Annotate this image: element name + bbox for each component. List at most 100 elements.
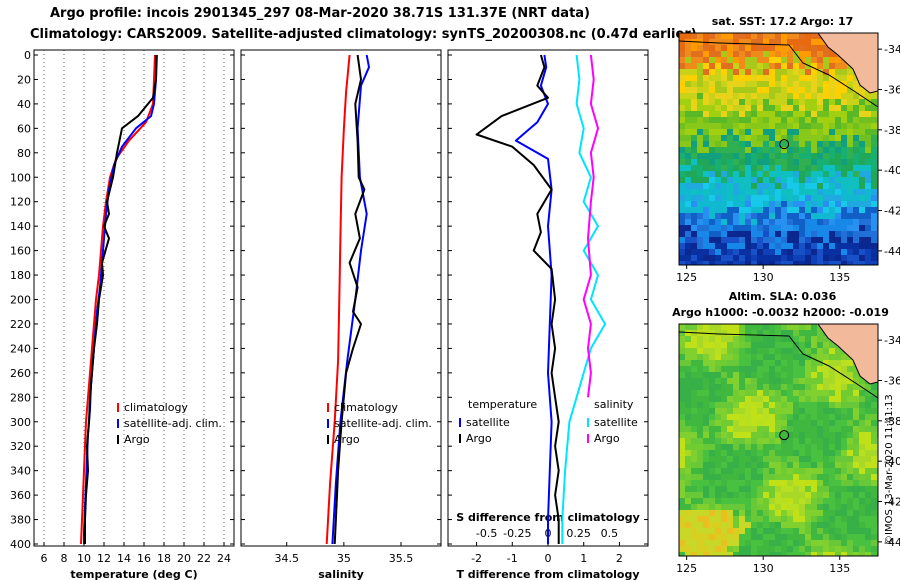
map-cell [769, 153, 775, 159]
map-cell [811, 384, 817, 390]
map-cell [847, 432, 853, 438]
map-cell [835, 219, 841, 225]
map-cell [685, 408, 691, 414]
map-cell [709, 540, 715, 546]
map-cell [727, 402, 733, 408]
map-cell [805, 510, 811, 516]
map-cell [787, 498, 793, 504]
map-cell [769, 255, 775, 261]
map-cell [697, 366, 703, 372]
map-cell [691, 408, 697, 414]
map-cell [799, 171, 805, 177]
map-cell [691, 540, 697, 546]
map-cell [805, 111, 811, 117]
map-cell [853, 183, 859, 189]
map-cell [703, 546, 709, 552]
map-cell [691, 123, 697, 129]
map-cell [781, 165, 787, 171]
map-cell [781, 468, 787, 474]
map-cell [787, 396, 793, 402]
map-cell [799, 255, 805, 261]
map-cell [727, 123, 733, 129]
x-tick-label: -1 [507, 552, 518, 565]
map-cell [769, 165, 775, 171]
map-cell [835, 135, 841, 141]
map-cell [757, 420, 763, 426]
map-cell [817, 498, 823, 504]
map-cell [841, 135, 847, 141]
map-cell [823, 372, 829, 378]
map-cell [805, 486, 811, 492]
map-cell [823, 414, 829, 420]
map-cell [853, 207, 859, 213]
map-cell [859, 552, 865, 556]
map-cell [733, 165, 739, 171]
map-cell [853, 195, 859, 201]
map-cell [871, 177, 877, 183]
map-cell [721, 438, 727, 444]
map-cell [751, 153, 757, 159]
map-cell [805, 123, 811, 129]
map-cell [751, 426, 757, 432]
map-cell [793, 540, 799, 546]
map-cell [757, 516, 763, 522]
map-cell [739, 201, 745, 207]
map-cell [733, 141, 739, 147]
map-cell [781, 177, 787, 183]
map-cell [781, 231, 787, 237]
map-cell [751, 75, 757, 81]
map-cell [805, 165, 811, 171]
map-cell [721, 261, 727, 265]
map-cell [787, 420, 793, 426]
map-cell [751, 510, 757, 516]
map-cell [811, 408, 817, 414]
map-cell [745, 432, 751, 438]
map-cell [757, 153, 763, 159]
map-cell [733, 432, 739, 438]
map-cell [799, 69, 805, 75]
map-cell [721, 552, 727, 556]
map-cell [775, 540, 781, 546]
map-cell [691, 474, 697, 480]
map-cell [817, 552, 823, 556]
map-cell [721, 123, 727, 129]
map-cell [853, 504, 859, 510]
map-cell [691, 354, 697, 360]
map-cell [787, 348, 793, 354]
map-cell [787, 87, 793, 93]
y-tick-label: 180 [10, 269, 31, 282]
series-line-t-argo [475, 54, 560, 544]
map-cell [691, 189, 697, 195]
map-cell [847, 516, 853, 522]
map-cell [835, 159, 841, 165]
map-cell [727, 129, 733, 135]
map-cell [817, 408, 823, 414]
map-cell [763, 255, 769, 261]
map-cell [841, 468, 847, 474]
map-cell [751, 87, 757, 93]
map-cell [763, 105, 769, 111]
map-cell [793, 522, 799, 528]
map-cell [823, 237, 829, 243]
map-cell [691, 111, 697, 117]
map-cell [823, 492, 829, 498]
map-cell [787, 522, 793, 528]
map-cell [709, 123, 715, 129]
map-cell [679, 261, 685, 265]
map-cell [859, 426, 865, 432]
map-cell [871, 390, 877, 396]
map-cell [745, 243, 751, 249]
map-cell [745, 57, 751, 63]
map-cell [799, 195, 805, 201]
map-cell [769, 93, 775, 99]
map-cell [793, 75, 799, 81]
map-cell [721, 390, 727, 396]
map-cell [733, 486, 739, 492]
map-cell [679, 177, 685, 183]
map-cell [775, 498, 781, 504]
map-cell [817, 165, 823, 171]
map-cell [799, 219, 805, 225]
map-cell [709, 402, 715, 408]
map-cell [823, 225, 829, 231]
map-cell [829, 183, 835, 189]
